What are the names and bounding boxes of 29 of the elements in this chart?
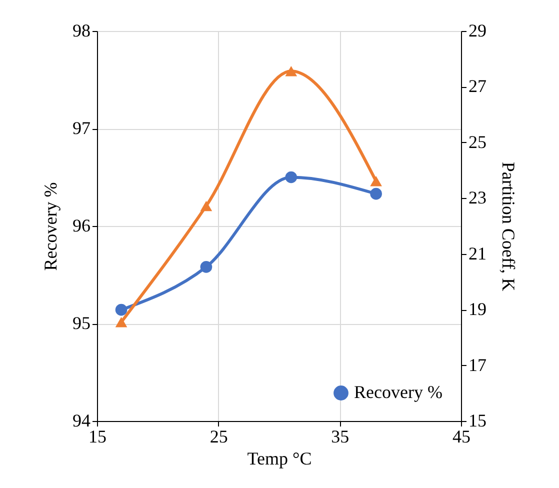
y2-tick-label: 25 xyxy=(468,132,486,152)
point xyxy=(115,316,128,328)
y2-tick-label: 15 xyxy=(468,410,486,430)
y2-tick-label: 29 xyxy=(468,20,486,40)
x-tick-label: 45 xyxy=(452,426,470,446)
point xyxy=(285,171,298,184)
y-tick-label: 98 xyxy=(72,20,90,40)
point xyxy=(200,261,212,273)
legend-label: Recovery % xyxy=(354,382,442,402)
y-axis-title: Recovery % xyxy=(40,182,60,271)
point xyxy=(370,188,382,200)
x-axis-title: Temp °C xyxy=(247,448,312,468)
point xyxy=(285,66,298,76)
y2-axis-title: Partition Coeff, K xyxy=(498,162,518,292)
point xyxy=(115,304,128,316)
y-tick-label: 97 xyxy=(72,118,90,138)
y2-tick-label: 19 xyxy=(468,299,486,320)
point xyxy=(370,176,382,186)
x-tick-label: 35 xyxy=(331,426,350,446)
x-tick-label: 25 xyxy=(210,426,228,446)
y-tick-label: 96 xyxy=(72,216,90,236)
y2-tick-label: 27 xyxy=(468,76,486,96)
y2-tick-label: 17 xyxy=(468,354,486,375)
y-tick-label: 94 xyxy=(72,410,90,430)
x-tick-label: 15 xyxy=(88,426,106,446)
y2-tick-label: 21 xyxy=(468,243,486,264)
point xyxy=(200,200,212,212)
y-tick-label: 95 xyxy=(72,313,90,333)
y2-tick-label: 23 xyxy=(468,188,486,208)
